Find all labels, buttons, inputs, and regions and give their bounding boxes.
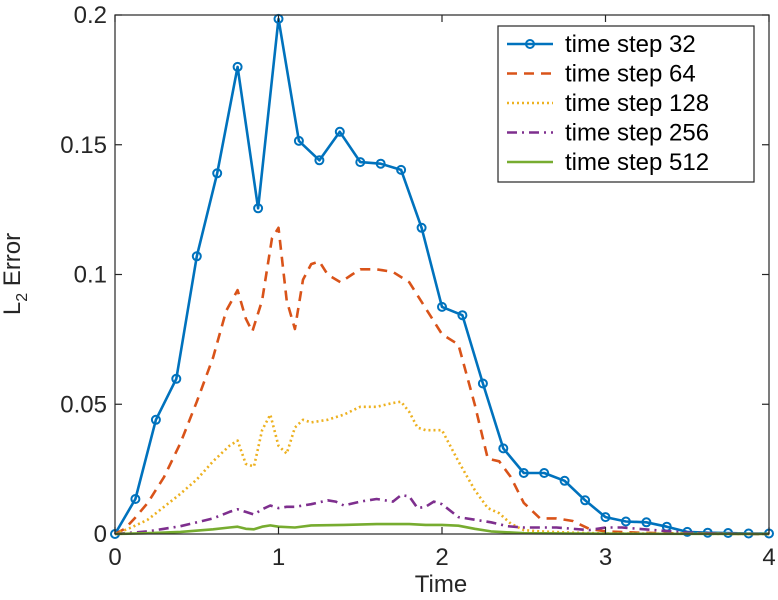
legend-entry-2: time step 64 [507, 61, 696, 88]
data-point [580, 495, 591, 506]
y-tick-label: 0.1 [74, 262, 107, 289]
data-point [457, 310, 468, 321]
data-point [150, 414, 161, 425]
series-line-4 [114, 493, 770, 536]
x-tick-label: 0 [108, 544, 121, 571]
x-tick-label: 1 [272, 544, 285, 571]
data-point [518, 468, 529, 478]
series-4 [114, 493, 770, 536]
y-tick-label: 0.2 [74, 2, 107, 29]
x-axis-title: Time [415, 571, 467, 598]
legend-label: time step 512 [565, 149, 709, 176]
data-point [232, 61, 243, 72]
x-tick-label: 2 [435, 544, 448, 571]
y-axis-title-main: L [0, 302, 26, 315]
data-point [559, 475, 570, 486]
data-point [191, 251, 202, 262]
legend-entry-1: time step 32 [507, 31, 696, 58]
legend-label: time step 64 [565, 61, 696, 88]
series-2 [114, 226, 770, 536]
data-point [539, 468, 550, 478]
series-line-2 [114, 226, 770, 536]
legend-label: time step 128 [565, 90, 709, 117]
legend-label: time step 32 [565, 31, 696, 58]
data-point [130, 494, 141, 504]
data-point [437, 301, 447, 312]
x-tick-label: 4 [762, 544, 775, 571]
y-axis-title-rest: Error [0, 233, 26, 293]
axis-ticks: 0 1 2 3 4 0 0.05 0.1 0.15 0.2 [60, 2, 775, 571]
data-point [293, 135, 304, 146]
data-point [334, 126, 345, 137]
series-line-5 [114, 522, 770, 536]
y-tick-label: 0 [94, 521, 107, 548]
y-axis-title-subscript: 2 [14, 293, 31, 302]
data-point [416, 222, 427, 233]
y-tick-label: 0.05 [60, 391, 107, 418]
data-point [375, 158, 386, 169]
series-3 [114, 400, 770, 536]
legend-entry-4: time step 256 [507, 120, 709, 147]
data-point [498, 443, 509, 454]
y-tick-label: 0.15 [60, 132, 107, 159]
legend-entry-5: time step 512 [507, 149, 709, 176]
series-line-3 [114, 400, 770, 536]
data-point [253, 203, 264, 214]
data-point [620, 516, 631, 527]
data-point [355, 157, 366, 168]
legend-label: time step 256 [565, 120, 709, 147]
legend-box [497, 25, 755, 183]
legend-entry-3: time step 128 [507, 90, 709, 117]
data-point [600, 512, 611, 523]
legend-marker [525, 39, 535, 49]
data-point [477, 378, 488, 389]
data-point [396, 164, 407, 175]
series-line-1 [113, 17, 769, 535]
data-point [171, 373, 182, 384]
data-point [314, 155, 325, 166]
x-tick-label: 3 [599, 544, 612, 571]
data-point [641, 517, 652, 528]
y-axis-title: L2 Error [0, 233, 31, 315]
series-5 [114, 522, 770, 536]
data-point [212, 168, 223, 179]
